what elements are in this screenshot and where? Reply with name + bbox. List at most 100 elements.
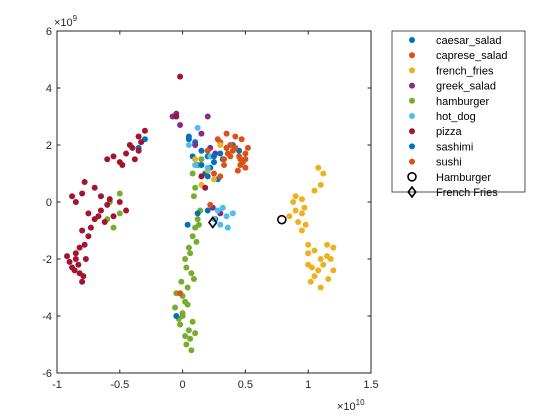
data-point bbox=[188, 270, 195, 277]
x-scale-label: ×1010 bbox=[337, 398, 365, 413]
legend-marker bbox=[409, 113, 415, 119]
data-point bbox=[106, 196, 113, 203]
data-point bbox=[192, 161, 199, 168]
legend-marker bbox=[409, 97, 415, 104]
data-point bbox=[183, 264, 190, 271]
data-point bbox=[224, 224, 231, 231]
data-point bbox=[101, 218, 108, 225]
data-point bbox=[135, 133, 142, 140]
data-point bbox=[242, 156, 249, 163]
legend-entries: caesar_salad caprese_salad french_friesgre… bbox=[407, 35, 508, 199]
data-point bbox=[198, 147, 205, 154]
data-point bbox=[301, 204, 308, 211]
data-point bbox=[188, 347, 195, 354]
legend: caesar_salad caprese_salad french_friesgre… bbox=[391, 30, 526, 199]
data-point bbox=[192, 184, 199, 191]
legend-label: sashimi bbox=[436, 141, 473, 153]
y-tick-label: -6 bbox=[42, 368, 52, 380]
data-point bbox=[292, 193, 299, 200]
series-french-fries bbox=[192, 142, 337, 291]
legend-marker bbox=[407, 185, 417, 199]
points-layer bbox=[64, 73, 337, 354]
data-point bbox=[229, 210, 236, 217]
data-point bbox=[91, 184, 98, 191]
data-point bbox=[295, 218, 302, 225]
data-point bbox=[85, 233, 92, 240]
data-point bbox=[198, 156, 205, 163]
legend-marker bbox=[409, 82, 415, 89]
data-point bbox=[182, 332, 189, 339]
data-point bbox=[126, 142, 133, 148]
x-tick-label: 1 bbox=[305, 379, 311, 391]
data-point bbox=[82, 256, 89, 262]
data-point bbox=[315, 164, 322, 171]
data-point bbox=[178, 278, 185, 285]
data-point bbox=[104, 201, 111, 208]
data-point bbox=[87, 224, 94, 231]
data-point bbox=[69, 193, 76, 200]
legend-entry: caesar_salad bbox=[409, 35, 501, 47]
data-point bbox=[185, 133, 192, 140]
data-point bbox=[198, 173, 205, 180]
x-tick-label: 0.5 bbox=[238, 379, 253, 391]
data-point bbox=[317, 284, 324, 291]
series-sushi bbox=[177, 130, 249, 297]
legend-marker bbox=[409, 128, 415, 135]
data-point bbox=[317, 181, 324, 188]
data-point bbox=[242, 150, 249, 157]
data-point bbox=[207, 201, 214, 208]
series-pizza bbox=[64, 73, 209, 285]
data-point bbox=[211, 176, 217, 183]
data-point bbox=[177, 122, 184, 129]
data-point bbox=[330, 244, 337, 251]
data-point bbox=[211, 170, 217, 177]
data-point bbox=[116, 190, 123, 197]
data-point bbox=[189, 318, 196, 325]
data-point bbox=[131, 156, 138, 163]
data-point bbox=[184, 284, 191, 291]
series-sashimi bbox=[173, 133, 217, 319]
data-point bbox=[292, 207, 299, 214]
data-point bbox=[135, 147, 142, 154]
data-point bbox=[198, 130, 205, 137]
data-point bbox=[187, 250, 194, 257]
data-point bbox=[327, 256, 334, 262]
legend-marker bbox=[409, 143, 415, 150]
x-tick-label: 1.5 bbox=[363, 379, 378, 391]
data-point bbox=[187, 335, 194, 342]
data-point bbox=[302, 221, 309, 228]
legend-entry: caprese_salad bbox=[409, 50, 508, 62]
data-point bbox=[72, 256, 79, 262]
data-point bbox=[177, 73, 184, 80]
data-point bbox=[317, 256, 324, 262]
data-point bbox=[192, 330, 199, 337]
data-point bbox=[192, 142, 199, 148]
data-point bbox=[71, 267, 78, 274]
legend-label: sushi bbox=[436, 157, 462, 169]
data-point bbox=[194, 210, 201, 217]
data-point bbox=[185, 244, 192, 251]
data-point bbox=[324, 241, 331, 248]
data-point bbox=[72, 250, 79, 257]
data-point bbox=[177, 321, 184, 328]
data-point bbox=[307, 278, 314, 285]
data-point bbox=[204, 147, 211, 154]
data-point bbox=[320, 170, 327, 177]
data-point bbox=[238, 136, 245, 143]
data-point bbox=[211, 153, 217, 160]
y-tick-label: 4 bbox=[46, 83, 52, 95]
data-point bbox=[232, 133, 239, 140]
data-point bbox=[194, 124, 201, 131]
data-point bbox=[305, 241, 312, 248]
data-point bbox=[110, 213, 117, 220]
data-point bbox=[189, 233, 196, 240]
y-tick-label: 0 bbox=[46, 197, 52, 209]
data-point bbox=[138, 139, 145, 146]
data-point bbox=[234, 167, 241, 174]
legend-marker bbox=[409, 158, 415, 165]
data-point bbox=[311, 247, 318, 254]
legend-label: hot_dog bbox=[436, 111, 476, 123]
data-point bbox=[123, 150, 130, 157]
legend-marker bbox=[409, 37, 415, 43]
legend-entry: French Fries bbox=[407, 185, 498, 199]
